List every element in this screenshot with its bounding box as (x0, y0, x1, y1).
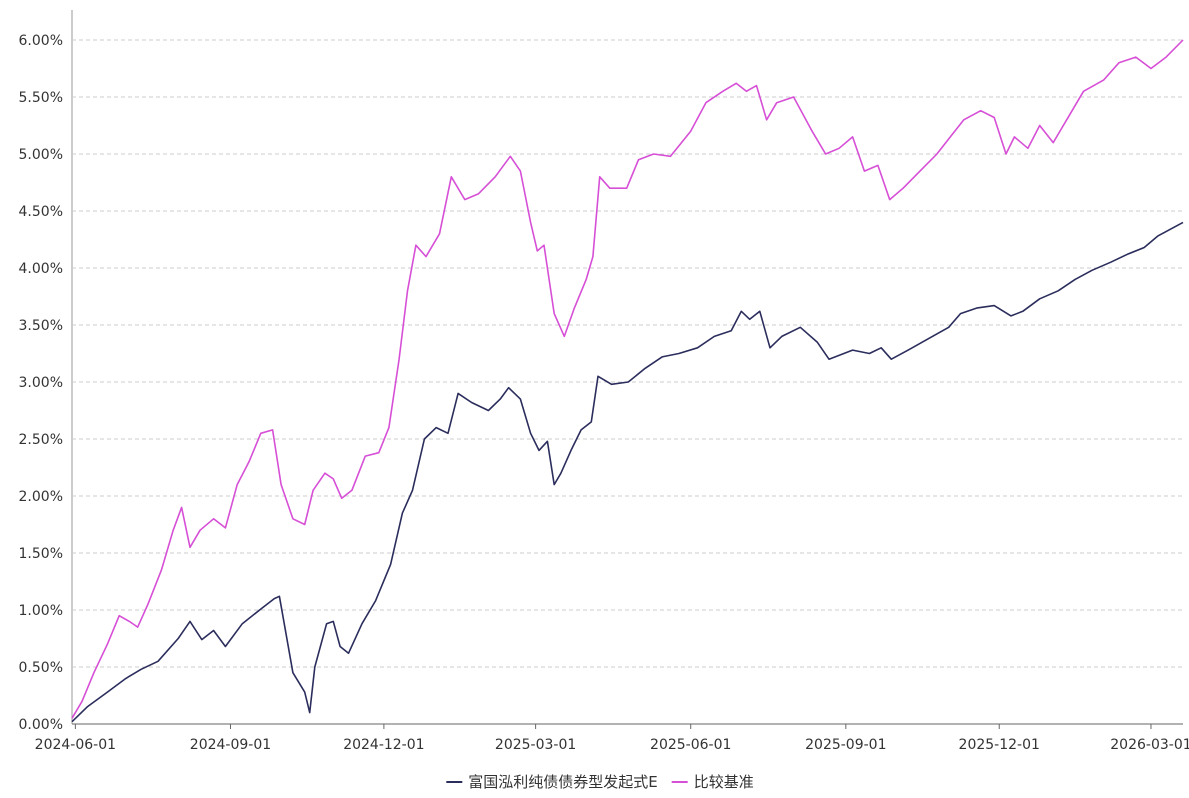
x-tick-label: 2025-09-01 (805, 737, 886, 753)
legend-label: 比较基准 (694, 773, 754, 791)
y-tick-label: 3.50% (19, 318, 63, 334)
y-tick-label: 2.50% (19, 432, 63, 448)
y-tick-label: 3.00% (19, 375, 63, 391)
series-line-0 (71, 221, 1184, 723)
y-tick-label: 4.50% (19, 204, 63, 220)
x-tick-label: 2025-12-01 (959, 737, 1040, 753)
series-line-1 (71, 39, 1184, 719)
grid-lines (71, 10, 1183, 725)
y-axis: 0.00% 0.50% 1.00% 1.50% 2.00% 2.50% 3.00% 3.50%… (19, 33, 63, 733)
x-tick-label: 2024-09-01 (190, 737, 271, 753)
legend: 富国泓利纯债债券型发起式E 比较基准 (446, 773, 754, 791)
y-tick-label: 1.00% (19, 603, 63, 619)
x-tick-label: 2024-06-01 (35, 737, 116, 753)
y-tick-label: 6.00% (19, 33, 63, 49)
y-tick-label: 2.00% (19, 489, 63, 505)
legend-item-1: 比较基准 (671, 773, 754, 791)
x-tick-label: 2025-06-01 (650, 737, 731, 753)
y-tick-label: 1.50% (19, 546, 63, 562)
x-axis: 2024-06-01 2024-09-01 2024-12-01 2025-03-01… (35, 724, 1189, 753)
series-lines (71, 39, 1184, 723)
y-tick-label: 0.50% (19, 660, 63, 676)
x-tick-label: 2025-03-01 (495, 737, 576, 753)
y-tick-label: 4.00% (19, 261, 63, 277)
legend-item-0: 富国泓利纯债债券型发起式E (446, 773, 658, 791)
y-tick-label: 5.50% (19, 90, 63, 106)
x-tick-label: 2024-12-01 (343, 737, 424, 753)
y-tick-label: 5.00% (19, 147, 63, 163)
x-tick-label: 2026-03-01 (1110, 737, 1189, 753)
legend-label: 富国泓利纯债债券型发起式E (468, 773, 657, 791)
y-tick-label: 0.00% (19, 717, 63, 733)
